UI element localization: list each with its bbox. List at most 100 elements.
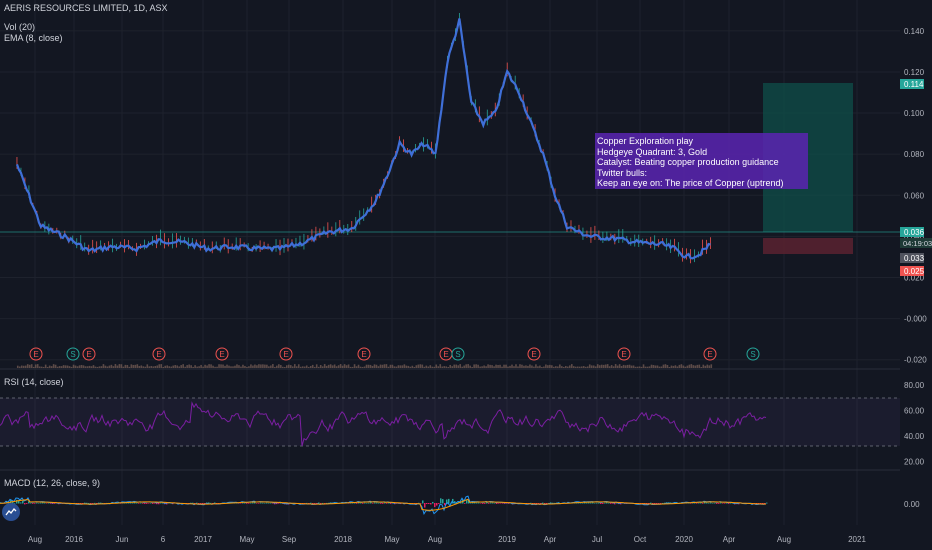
volume-bar	[343, 364, 346, 368]
volume-bar	[76, 366, 79, 368]
volume-bar	[389, 364, 392, 368]
macd-hist-bar	[242, 502, 244, 504]
volume-bar	[230, 366, 232, 368]
macd-hist-bar	[598, 502, 600, 504]
svg-text:E: E	[33, 350, 38, 359]
volume-bar	[353, 364, 356, 368]
earnings-marker[interactable]: E	[152, 347, 166, 361]
tradingview-logo-icon[interactable]	[2, 503, 20, 521]
volume-bar	[662, 364, 665, 368]
earnings-marker[interactable]: E	[279, 347, 293, 361]
earnings-marker[interactable]: E	[439, 347, 453, 361]
macd-hist-bar	[310, 502, 312, 504]
earnings-marker[interactable]: E	[703, 347, 717, 361]
volume-bar	[626, 364, 629, 368]
volume-bar	[220, 364, 222, 368]
volume-bar	[84, 366, 87, 368]
volume-bar	[64, 365, 67, 368]
time-tick-label: 2016	[65, 535, 83, 544]
price-tick-label: 0.120	[904, 68, 925, 77]
macd-hist-bar	[448, 498, 450, 504]
volume-bar	[543, 366, 545, 368]
volume-bar	[445, 366, 448, 368]
svg-text:S: S	[455, 350, 460, 359]
volume-bar	[523, 365, 525, 368]
macd-hist-bar	[718, 503, 720, 504]
volume-bar	[174, 365, 176, 368]
macd-hist-bar	[214, 502, 216, 504]
macd-hist-bar	[366, 502, 368, 504]
volume-bar	[156, 365, 159, 368]
macd-hist-bar	[540, 503, 542, 504]
split-marker[interactable]: S	[451, 347, 465, 361]
time-tick-label: Sep	[282, 535, 297, 544]
earnings-marker[interactable]: E	[357, 347, 371, 361]
macd-hist-bar	[314, 503, 316, 504]
volume-bar	[16, 365, 19, 368]
volume-bar	[638, 366, 641, 368]
volume-bar	[694, 365, 697, 368]
stop-zone[interactable]	[763, 238, 853, 254]
macd-hist-bar	[98, 502, 100, 504]
volume-bar	[594, 366, 597, 368]
volume-bar	[256, 365, 258, 368]
volume-bar	[447, 366, 450, 368]
macd-hist-bar	[100, 502, 102, 504]
volume-bar	[150, 365, 153, 368]
macd-hist-bar	[478, 502, 480, 504]
volume-bar	[507, 366, 509, 368]
volume-bar	[632, 365, 635, 368]
volume-bar	[24, 365, 27, 368]
macd-hist-bar	[468, 499, 470, 504]
macd-hist-bar	[766, 502, 768, 504]
macd-hist-bar	[476, 502, 478, 504]
volume-bar	[574, 366, 577, 368]
volume-bar	[590, 365, 593, 368]
time-tick-label: Aug	[428, 535, 442, 544]
macd-hist-bar	[38, 502, 40, 504]
volume-bar	[399, 365, 402, 368]
macd-hist-bar	[714, 502, 716, 504]
earnings-marker[interactable]: E	[29, 347, 43, 361]
macd-hist-bar	[588, 502, 590, 504]
split-marker[interactable]: S	[746, 347, 760, 361]
macd-hist-bar	[160, 502, 162, 504]
split-marker[interactable]: S	[66, 347, 80, 361]
macd-hist-bar	[364, 502, 366, 504]
earnings-marker[interactable]: E	[82, 347, 96, 361]
volume-bar	[168, 366, 171, 368]
volume-bar	[515, 364, 517, 368]
macd-hist-bar	[656, 503, 658, 504]
volume-bar	[317, 366, 320, 368]
macd-hist-bar	[472, 502, 474, 504]
volume-bar	[224, 365, 226, 368]
earnings-marker[interactable]: E	[527, 347, 541, 361]
volume-bar	[192, 366, 194, 368]
volume-bar	[299, 366, 302, 368]
macd-hist-bar	[166, 503, 168, 505]
volume-bar	[282, 366, 284, 368]
volume-bar	[383, 364, 386, 368]
annotation-note[interactable]: Copper Exploration play Hedgeye Quadrant…	[595, 133, 808, 189]
earnings-marker[interactable]: E	[617, 347, 631, 361]
macd-hist-bar	[728, 503, 730, 504]
macd-hist-bar	[32, 503, 34, 504]
volume-bar	[618, 364, 621, 368]
volume-bar	[598, 365, 601, 368]
volume-bar	[674, 365, 677, 368]
volume-bar	[196, 366, 198, 368]
volume-bar	[222, 364, 224, 368]
macd-hist-bar	[612, 503, 614, 504]
macd-hist-bar	[374, 502, 376, 504]
macd-hist-bar	[370, 502, 372, 504]
volume-bar	[473, 364, 475, 368]
macd-hist-bar	[102, 502, 104, 504]
volume-bar	[236, 364, 238, 368]
volume-bar	[170, 366, 173, 368]
macd-hist-bar	[28, 501, 30, 504]
earnings-marker[interactable]: E	[215, 347, 229, 361]
macd-hist-bar	[18, 500, 20, 504]
macd-hist-bar	[24, 503, 26, 505]
volume-bar	[529, 364, 531, 368]
macd-hist-bar	[722, 503, 724, 504]
